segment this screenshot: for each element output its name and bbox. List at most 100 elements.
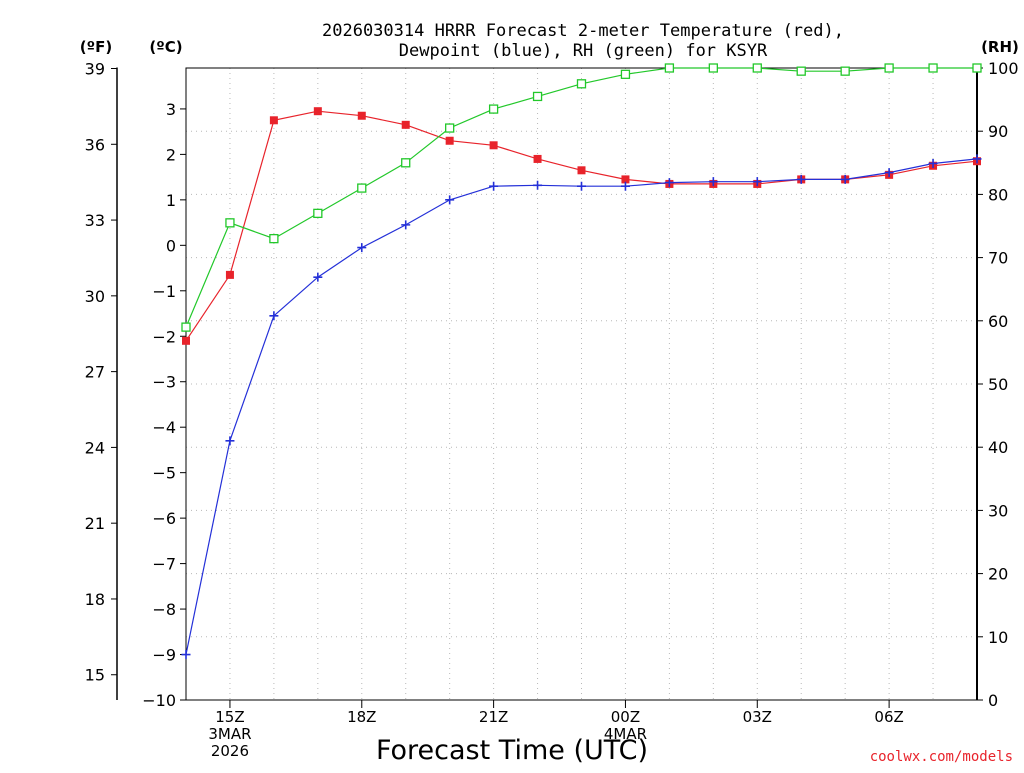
- fahrenheit-tick-label: 33: [85, 211, 105, 230]
- fahrenheit-tick-label: 24: [85, 438, 105, 457]
- celsius-tick-label: −6: [152, 509, 176, 528]
- rh-point: [576, 79, 587, 89]
- rh-tick-label: 0: [988, 691, 998, 710]
- fahrenheit-tick-label: 39: [85, 60, 105, 79]
- dewpoint-point: [489, 181, 499, 191]
- rh-point: [357, 183, 367, 193]
- dewpoint-point: [181, 650, 191, 660]
- temperature-point: [357, 111, 366, 120]
- gridlines: [186, 68, 977, 700]
- rh-point: [796, 66, 806, 76]
- celsius-tick-label: 3: [166, 100, 176, 119]
- x-tick-label: 15Z: [215, 708, 244, 726]
- axes: [111, 67, 983, 708]
- rh-point: [928, 63, 938, 73]
- rh-tick-label: 50: [988, 375, 1008, 394]
- celsius-tick-label: −7: [152, 555, 176, 574]
- temperature-point: [182, 336, 190, 345]
- rh-point: [840, 66, 850, 76]
- rh-tick-label: 60: [988, 312, 1008, 331]
- dewpoint-point: [357, 243, 367, 253]
- dewpoint-point: [533, 180, 543, 190]
- temperature-point: [577, 166, 586, 175]
- fahrenheit-tick-label: 21: [85, 514, 105, 533]
- dewpoint-point: [928, 158, 938, 168]
- rh-point: [708, 63, 718, 73]
- watermark: coolwx.com/models: [870, 749, 1013, 765]
- temperature-point: [401, 120, 410, 129]
- x-tick-label: 06Z: [874, 708, 903, 726]
- dewpoint-point: [752, 177, 762, 187]
- fahrenheit-tick-label: 36: [85, 135, 105, 154]
- dewpoint-point: [577, 181, 586, 191]
- celsius-tick-label: −1: [152, 282, 176, 301]
- dewpoint-point: [620, 181, 630, 191]
- dewpoint-point: [269, 311, 279, 321]
- rh-tick-label: 90: [988, 122, 1008, 141]
- celsius-tick-label: 2: [166, 145, 176, 164]
- series-markers: [181, 63, 982, 660]
- rh-tick-label: 100: [988, 59, 1019, 78]
- rh-point: [313, 208, 323, 219]
- celsius-unit-label: (ºC): [149, 38, 182, 56]
- dewpoint-point: [401, 220, 411, 230]
- celsius-tick-label: −10: [142, 691, 176, 710]
- x-tick-sublabel: 4MAR: [604, 725, 647, 743]
- rh-point: [532, 91, 543, 102]
- dewpoint-point: [708, 177, 718, 187]
- celsius-tick-label: −5: [152, 464, 176, 483]
- dewpoint-point: [796, 174, 806, 184]
- rh-tick-label: 80: [988, 185, 1008, 204]
- rh-point: [884, 63, 894, 73]
- rh-point: [225, 218, 235, 228]
- x-tick-label: 00Z: [611, 708, 640, 726]
- dewpoint-point: [664, 178, 674, 188]
- celsius-tick-label: −8: [152, 600, 176, 619]
- dewpoint-point: [972, 154, 982, 164]
- dewpoint-point: [445, 195, 455, 205]
- x-tick-sublabel: 2026: [211, 742, 249, 760]
- temperature-point: [533, 154, 542, 163]
- rh-tick-label: 20: [988, 565, 1008, 584]
- rh-point: [401, 158, 411, 168]
- rh-point: [972, 63, 982, 73]
- celsius-tick-label: −9: [152, 646, 176, 665]
- temperature-point: [621, 175, 630, 184]
- fahrenheit-tick-label: 27: [85, 363, 105, 382]
- temperature-point: [313, 107, 322, 116]
- fahrenheit-tick-label: 15: [85, 666, 105, 685]
- rh-point: [752, 63, 762, 73]
- celsius-tick-label: −4: [152, 418, 176, 437]
- dewpoint-point: [884, 168, 894, 178]
- dewpoint-point: [313, 272, 323, 282]
- celsius-tick-label: −3: [152, 373, 176, 392]
- rh-point: [269, 233, 279, 244]
- celsius-tick-label: 0: [166, 236, 176, 255]
- rh-tick-label: 30: [988, 501, 1008, 520]
- x-tick-label: 03Z: [743, 708, 772, 726]
- rh-point: [445, 123, 455, 133]
- x-tick-label: 18Z: [347, 708, 376, 726]
- temperature-point: [445, 136, 454, 145]
- temperature-point: [489, 141, 498, 150]
- celsius-tick-label: 1: [166, 191, 176, 210]
- dewpoint-point: [225, 436, 235, 446]
- x-tick-sublabel: 3MAR: [208, 725, 251, 743]
- tick-labels: 151821242730333639−10−9−8−7−6−5−4−3−2−10…: [85, 59, 1019, 760]
- rh-unit-label: (RH): [981, 38, 1019, 56]
- x-tick-label: 21Z: [479, 708, 508, 726]
- rh-point: [488, 104, 499, 114]
- rh-point: [181, 322, 191, 332]
- rh-tick-label: 70: [988, 249, 1008, 268]
- fahrenheit-tick-label: 18: [85, 590, 105, 609]
- rh-tick-label: 10: [988, 628, 1008, 647]
- rh-point: [620, 69, 631, 79]
- dewpoint-point: [840, 174, 850, 184]
- chart-title-line2: Dewpoint (blue), RH (green) for KSYR: [399, 41, 768, 61]
- rh-point: [664, 63, 675, 73]
- celsius-tick-label: −2: [152, 327, 176, 346]
- fahrenheit-unit-label: (ºF): [80, 38, 112, 56]
- fahrenheit-tick-label: 30: [85, 287, 105, 306]
